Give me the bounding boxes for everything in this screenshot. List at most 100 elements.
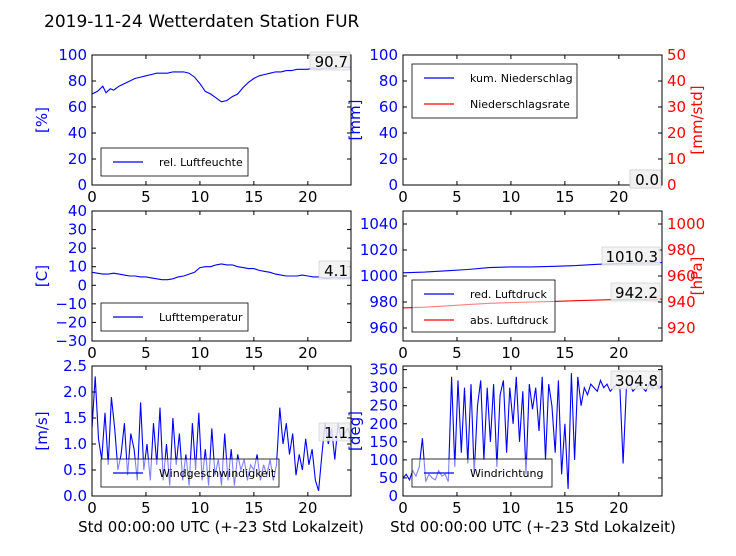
- y-axis-label: [mm]: [346, 100, 364, 141]
- value-label: 1.1: [324, 424, 348, 442]
- y2-axis-label: [mm/std]: [688, 85, 706, 154]
- legend-label: abs. Luftdruck: [470, 314, 549, 327]
- y2-tick-label: 10: [667, 150, 686, 168]
- y-tick-label: 2.5: [63, 357, 87, 375]
- y2-tick-label: 940: [667, 293, 696, 311]
- x-tick-label: 5: [141, 188, 151, 206]
- legend-label: Niederschlagsrate: [470, 98, 570, 111]
- x-tick-label: 10: [501, 499, 520, 517]
- value-label: 1010.3: [606, 248, 659, 266]
- x-tick-label: 0: [87, 188, 97, 206]
- panel-temperatur: 0 5 10 15 20−30−20−10010203040[C]Lufttempera…: [33, 202, 352, 362]
- value-label-box: [610, 370, 661, 390]
- y2-tick-label: 1000: [667, 215, 705, 233]
- x-tick-label: 0: [398, 188, 408, 206]
- y2-tick-label: 20: [667, 124, 686, 142]
- y-tick-label: 1040: [360, 215, 398, 233]
- y-tick-label: 80: [379, 72, 398, 90]
- legend: rel. Luftfeuchte: [100, 147, 249, 177]
- x-tick-label: 15: [244, 344, 263, 362]
- x-tick-label: 0: [87, 344, 97, 362]
- y-tick-label: −20: [55, 313, 87, 331]
- y-axis-label: [m/s]: [33, 411, 51, 450]
- y2-tick-label: 0: [667, 176, 677, 194]
- y-tick-label: 200: [369, 415, 398, 433]
- y-tick-label: −30: [55, 332, 87, 350]
- legend-label: Lufttemperatur: [159, 311, 243, 324]
- y-tick-label: 20: [379, 150, 398, 168]
- x-tick-label: 0: [398, 499, 408, 517]
- value-label-box: [309, 51, 351, 71]
- value-label-box: [318, 422, 351, 442]
- y-tick-label: 300: [369, 379, 398, 397]
- legend: Windrichtung: [411, 458, 553, 488]
- x-tick-label: 20: [609, 499, 628, 517]
- x-tick-label: 20: [298, 499, 317, 517]
- y2-tick-label: 50: [667, 46, 686, 64]
- legend: Lufttemperatur: [100, 302, 249, 332]
- y-tick-label: 40: [379, 124, 398, 142]
- legend-box: [411, 279, 556, 333]
- x-tick-label: 20: [609, 344, 628, 362]
- value-label: 942.2: [615, 284, 658, 302]
- x-tick-label: 0: [398, 344, 408, 362]
- y-tick-label: 80: [68, 72, 87, 90]
- y-tick-label: 20: [68, 239, 87, 257]
- y-tick-label: 960: [369, 319, 398, 337]
- x-tick-label: 20: [609, 188, 628, 206]
- y-tick-label: 1020: [360, 241, 398, 259]
- y-tick-label: 0.0: [63, 487, 87, 505]
- plot-frame: [91, 54, 352, 186]
- x-tick-label: 20: [298, 344, 317, 362]
- value-label-box: [601, 246, 661, 266]
- y-tick-label: 40: [68, 124, 87, 142]
- y-tick-label: 20: [68, 150, 87, 168]
- y-axis-label: [deg]: [346, 411, 364, 451]
- y-tick-label: 40: [68, 202, 87, 220]
- panel-windgeschwindigkeit: 0 5 10 15 20 0.0 0.5 1.0 1.5 2.0 2.5 [m/s] Windgesch…: [33, 357, 352, 517]
- y-tick-label: 0: [77, 176, 87, 194]
- y-tick-label: 0.5: [63, 461, 87, 479]
- y2-tick-label: 40: [667, 72, 686, 90]
- x-tick-label: 5: [452, 188, 462, 206]
- legend: kum. Niederschlag Niederschlagsrate: [411, 63, 578, 119]
- y-tick-label: 1.0: [63, 435, 87, 453]
- x-tick-label: 0: [87, 499, 97, 517]
- legend-label: rel. Luftfeuchte: [159, 156, 243, 169]
- x-tick-label: 10: [501, 344, 520, 362]
- legend-label: red. Luftdruck: [470, 288, 547, 301]
- x-tick-label: 20: [298, 188, 317, 206]
- x-tick-label: 10: [501, 188, 520, 206]
- y2-tick-label: 980: [667, 241, 696, 259]
- x-tick-label: 5: [452, 499, 462, 517]
- x-tick-label: 15: [555, 344, 574, 362]
- value-label: 4.1: [324, 262, 348, 280]
- plot-frame: [402, 365, 663, 497]
- y-tick-label: 100: [369, 46, 398, 64]
- y-tick-label: 250: [369, 397, 398, 415]
- y-tick-label: 50: [379, 469, 398, 487]
- legend-label: kum. Niederschlag: [470, 72, 573, 85]
- value-label-box: [629, 169, 662, 189]
- y-tick-label: 60: [379, 98, 398, 116]
- value-label: 0.0: [635, 171, 659, 189]
- x-tick-label: 15: [244, 499, 263, 517]
- panel-windrichtung: 0 5 10 15 20050100150200250300350[deg]Windri…: [346, 361, 663, 517]
- panel-luftfeuchte: 0 5 10 15 20 0 20 40 60 80 100 [%] rel. Luftfeuchte 9…: [33, 46, 352, 206]
- value-label-box: [610, 282, 661, 302]
- plot-frame: [91, 365, 352, 497]
- y-tick-label: 1.5: [63, 409, 87, 427]
- series-line-lufttemperatur: [92, 263, 351, 281]
- value-label: 304.8: [615, 372, 658, 390]
- y2-axis-label: [hPa]: [688, 257, 706, 296]
- value-label: 90.7: [315, 53, 348, 71]
- y-tick-label: 150: [369, 433, 398, 451]
- y-axis-label: [%]: [33, 107, 51, 133]
- legend: Windgeschwindigkeit: [100, 458, 280, 488]
- value-label-box: [318, 260, 351, 280]
- y-tick-label: 350: [369, 361, 398, 379]
- x-tick-label: 5: [141, 344, 151, 362]
- panel-niederschlag: 0 5 10 15 20 0 20 40 60 80 100 0 10 20 30 40 50 [mm] [mm/s…: [346, 46, 706, 206]
